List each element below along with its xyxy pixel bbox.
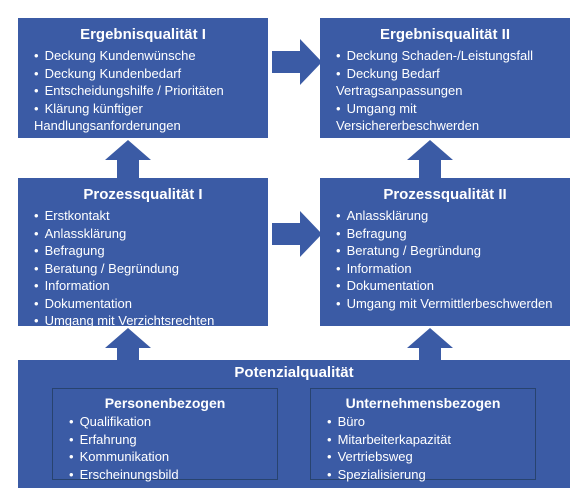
arrow-right-icon: [272, 39, 322, 85]
arrow-up-icon: [105, 140, 151, 180]
box-title: Prozessqualität II: [332, 186, 558, 203]
inner-title: Personenbezogen: [63, 395, 267, 411]
list-item: Deckung Schaden-/Leistungsfall: [336, 47, 558, 65]
list-item: Kommunikation: [69, 448, 267, 466]
box-title: Prozessqualität I: [30, 186, 256, 203]
list-item: Befragung: [336, 225, 558, 243]
list-item: Dokumentation: [336, 277, 558, 295]
arrow-right-icon: [272, 211, 322, 257]
box-ergebnisqualitaet-2: Ergebnisqualität II Deckung Schaden-/Lei…: [320, 18, 570, 138]
list-item: Dokumentation: [34, 295, 256, 313]
inner-title: Unternehmensbezogen: [321, 395, 525, 411]
list-item: Erscheinungsbild: [69, 466, 267, 484]
arrow-up-icon: [407, 328, 453, 368]
box-title: Potenzialqualität: [18, 364, 570, 381]
arrow-up-icon: [407, 140, 453, 180]
list-item: Qualifikation: [69, 413, 267, 431]
list-item: Umgang mit Versichererbeschwerden: [336, 100, 558, 135]
list-item: Erfahrung: [69, 431, 267, 449]
inner-box-personenbezogen: Personenbezogen QualifikationErfahrungKo…: [52, 388, 278, 480]
box-title: Ergebnisqualität II: [332, 26, 558, 43]
list-item: Umgang mit Vermittlerbeschwerden: [336, 295, 558, 313]
list-item: Information: [34, 277, 256, 295]
list-item: Befragung: [34, 242, 256, 260]
list-item: Mitarbeiterkapazität: [327, 431, 525, 449]
list-item: Deckung Kundenbedarf: [34, 65, 256, 83]
box-list: ErstkontaktAnlassklärungBefragungBeratun…: [30, 207, 256, 330]
list-item: Information: [336, 260, 558, 278]
box-list: Deckung KundenwünscheDeckung Kundenbedar…: [30, 47, 256, 135]
box-potenzialqualitaet: Potenzialqualität Personenbezogen Qualif…: [18, 360, 570, 488]
inner-list: BüroMitarbeiterkapazitätVertriebswegSpez…: [321, 413, 525, 483]
list-item: Beratung / Begründung: [34, 260, 256, 278]
list-item: Anlassklärung: [34, 225, 256, 243]
box-prozessqualitaet-2: Prozessqualität II AnlassklärungBefragun…: [320, 178, 570, 326]
box-list: Deckung Schaden-/LeistungsfallDeckung Be…: [332, 47, 558, 135]
box-title: Ergebnisqualität I: [30, 26, 256, 43]
arrow-up-icon: [105, 328, 151, 368]
list-item: Deckung Bedarf Vertragsanpassungen: [336, 65, 558, 100]
list-item: Spezialisierung: [327, 466, 525, 484]
inner-list: QualifikationErfahrungKommunikationErsch…: [63, 413, 267, 483]
box-ergebnisqualitaet-1: Ergebnisqualität I Deckung Kundenwünsche…: [18, 18, 268, 138]
list-item: Beratung / Begründung: [336, 242, 558, 260]
list-item: Entscheidungshilfe / Prioritäten: [34, 82, 256, 100]
list-item: Deckung Kundenwünsche: [34, 47, 256, 65]
box-list: AnlassklärungBefragungBeratung / Begründ…: [332, 207, 558, 312]
list-item: Büro: [327, 413, 525, 431]
box-prozessqualitaet-1: Prozessqualität I ErstkontaktAnlasskläru…: [18, 178, 268, 326]
list-item: Vertriebsweg: [327, 448, 525, 466]
list-item: Klärung künftiger Handlungsanforderungen: [34, 100, 256, 135]
list-item: Erstkontakt: [34, 207, 256, 225]
list-item: Anlassklärung: [336, 207, 558, 225]
inner-box-unternehmensbezogen: Unternehmensbezogen BüroMitarbeiterkapaz…: [310, 388, 536, 480]
